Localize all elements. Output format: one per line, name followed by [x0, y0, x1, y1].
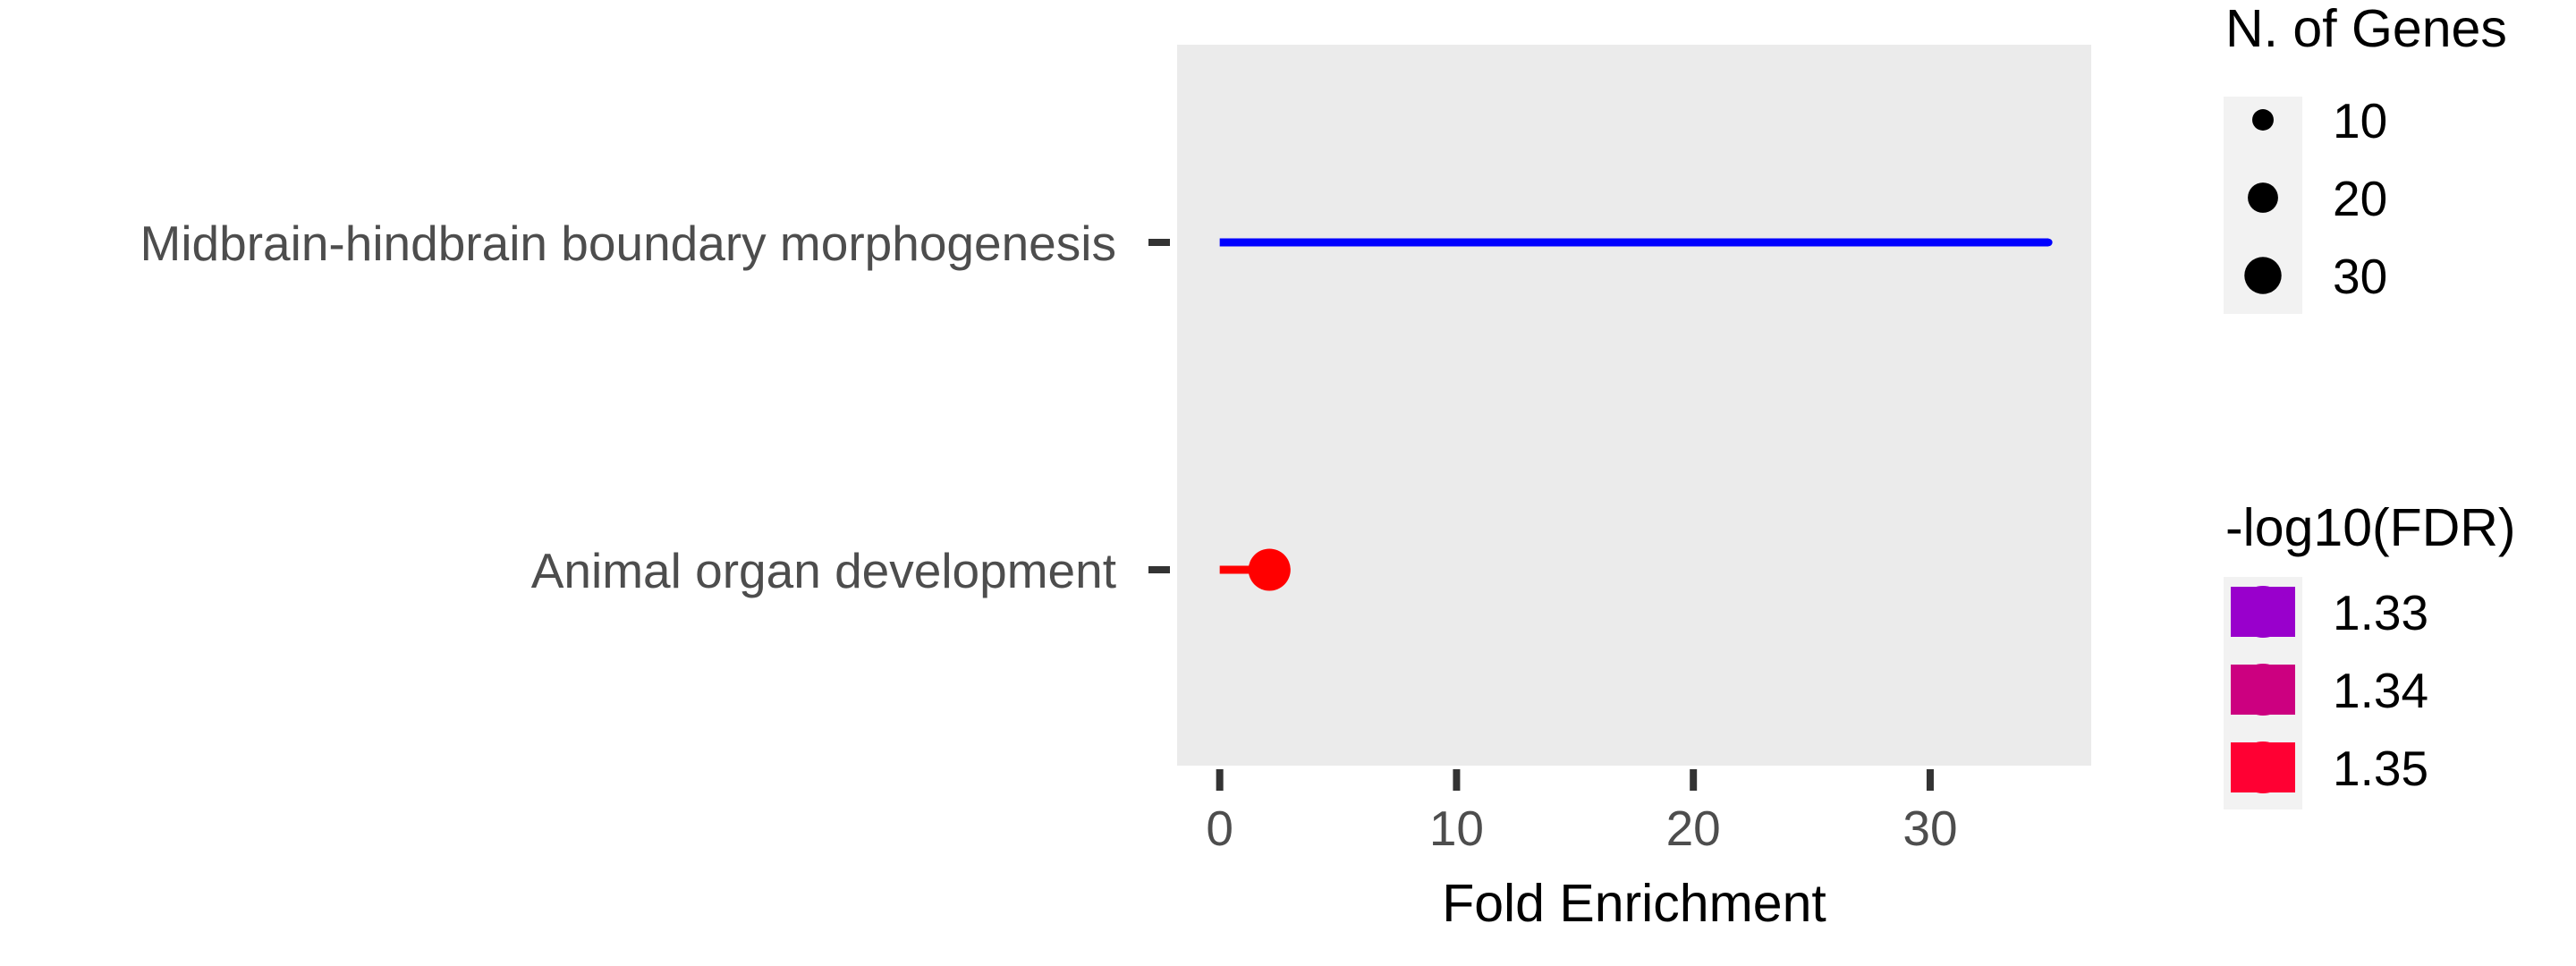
size-legend-dot	[2248, 182, 2278, 213]
size-legend-label: 10	[2333, 93, 2387, 148]
color-legend-label: 1.34	[2333, 663, 2428, 718]
chart-marks	[1219, 238, 2053, 591]
color-legend-title: -log10(FDR)	[2225, 498, 2516, 557]
size-legend-title: N. of Genes	[2225, 0, 2507, 58]
size-legend-label: 20	[2333, 171, 2387, 226]
color-legend-dot	[2237, 586, 2289, 638]
size-legend-dot	[2252, 109, 2274, 131]
x-tick-label: 20	[1666, 801, 1721, 856]
x-axis-title: Fold Enrichment	[1442, 874, 1826, 933]
plot-panel	[1177, 45, 2091, 766]
lollipop-dot	[2045, 238, 2053, 247]
x-tick-label: 10	[1429, 801, 1484, 856]
y-tick-label: Animal organ development	[531, 543, 1116, 598]
y-tick-label: Midbrain-hindbrain boundary morphogenesi…	[140, 216, 1117, 271]
x-axis: 0 10 20 30	[1206, 769, 1958, 856]
size-legend-dot	[2244, 257, 2282, 294]
color-legend-label: 1.35	[2333, 741, 2428, 796]
x-tick-label: 30	[1902, 801, 1957, 856]
size-legend: N. of Genes 10 20 30	[2224, 0, 2507, 314]
color-legend-dot	[2237, 664, 2289, 716]
x-tick-label: 0	[1206, 801, 1233, 856]
y-axis: Midbrain-hindbrain boundary morphogenesi…	[140, 216, 1170, 598]
size-legend-label: 30	[2333, 249, 2387, 304]
lollipop-dot	[1248, 548, 1291, 591]
color-legend-label: 1.33	[2333, 585, 2428, 640]
color-legend-dot	[2237, 741, 2289, 793]
color-legend: -log10(FDR) 1.33 1.34 1.35	[2224, 498, 2516, 809]
